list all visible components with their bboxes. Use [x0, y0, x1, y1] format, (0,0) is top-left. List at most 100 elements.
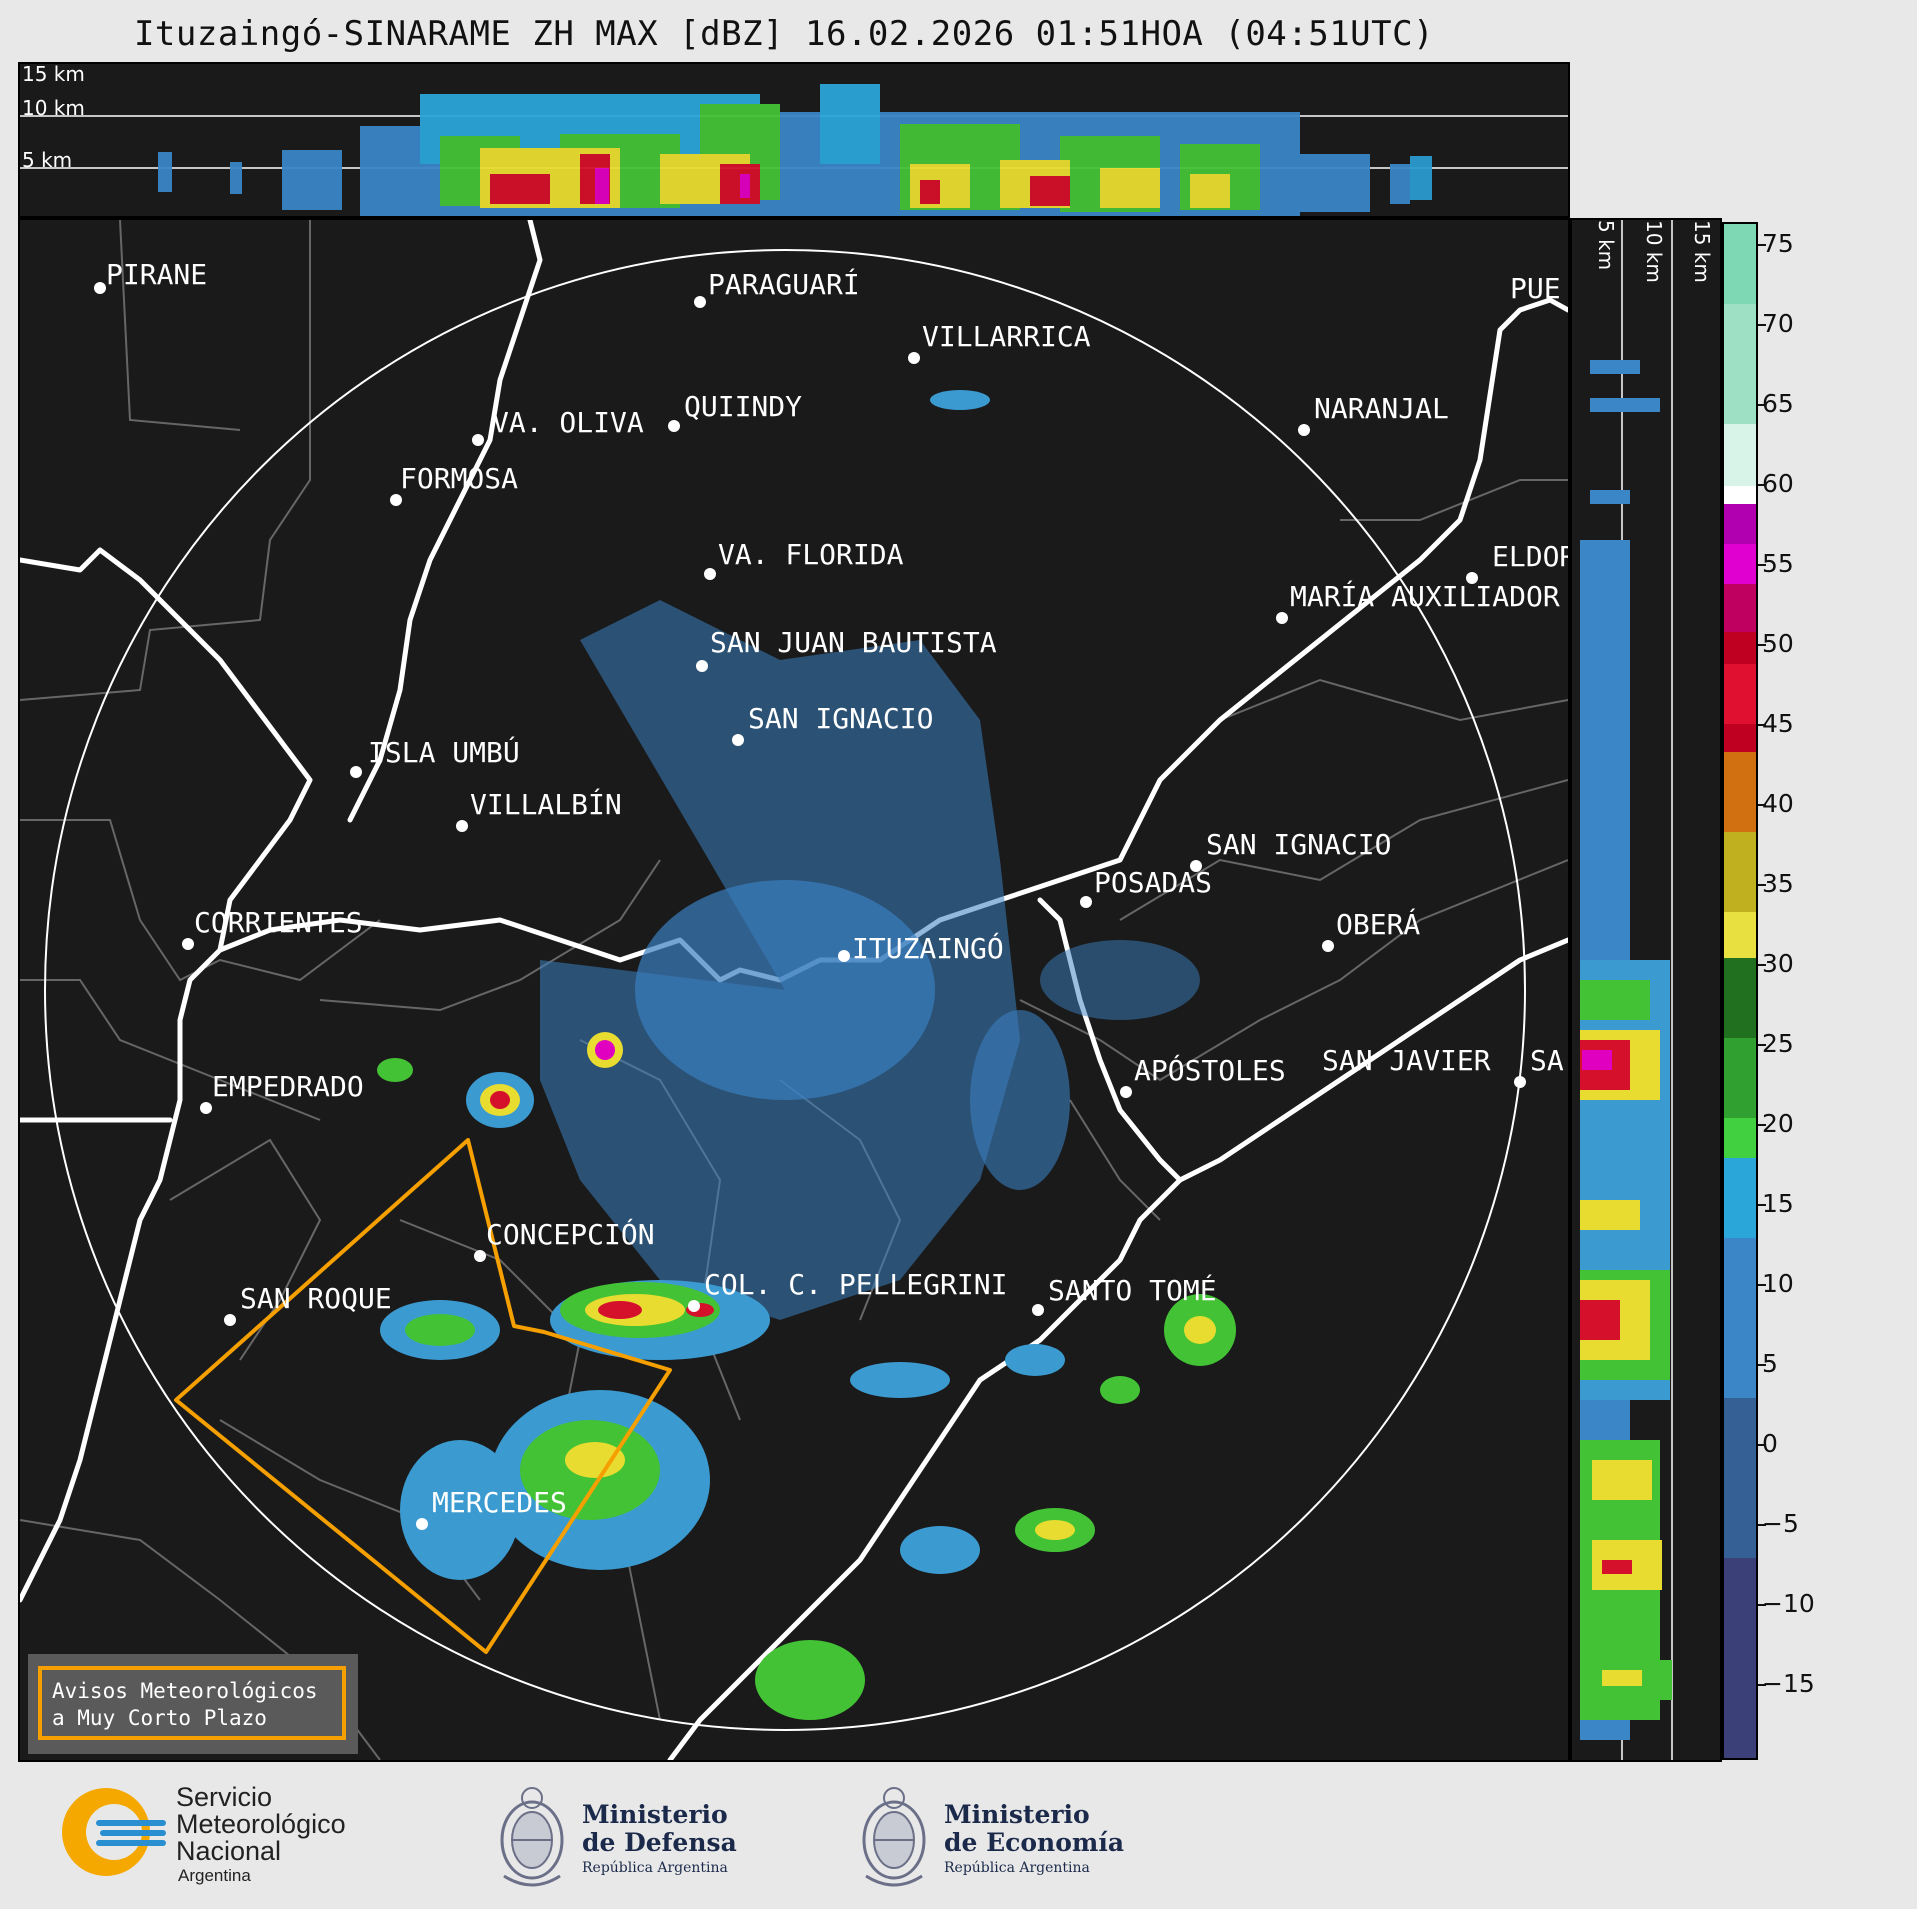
city-dot-san-roque	[224, 1314, 236, 1326]
cb-tickmark-65	[1758, 404, 1766, 406]
defensa-line-1: Ministerio	[582, 1800, 728, 1829]
smn-line-3: Nacional	[176, 1836, 282, 1866]
city-label-sa: SA	[1530, 1044, 1564, 1077]
cb-tick-minus15: −15	[1762, 1669, 1815, 1698]
side-alt-10km: 10 km	[1642, 220, 1666, 283]
city-dot-ituzaingo	[838, 950, 850, 962]
cb-tickmark-minus5	[1758, 1524, 1766, 1526]
legend-line-1: Avisos Meteorológicos	[52, 1679, 318, 1703]
city-label-san-ignacio-py: SAN IGNACIO	[748, 702, 934, 735]
radar-map: PIRANE PARAGUARÍ VILLARRICA QUIINDY VA. …	[18, 218, 1570, 1762]
city-dot-santo-tome	[1032, 1304, 1044, 1316]
city-dot-naranjal	[1298, 424, 1310, 436]
defensa-line-2: de Defensa	[582, 1828, 737, 1857]
cb-tick-55: 55	[1762, 549, 1794, 578]
city-dot-formosa	[390, 494, 402, 506]
top-altitude-profile: 15 km 10 km 5 km	[18, 62, 1570, 218]
city-label-posadas: POSADAS	[1094, 866, 1213, 899]
side-alt-15km: 15 km	[1690, 220, 1714, 283]
smn-line-4: Argentina	[178, 1866, 251, 1885]
city-label-pue: PUE	[1510, 272, 1561, 305]
city-dot-san-juan-bautista	[696, 660, 708, 672]
city-label-san-juan-bautista: SAN JUAN BAUTISTA	[710, 626, 997, 659]
cb-tickmark-50	[1758, 644, 1766, 646]
city-label-concepcion: CONCEPCIÓN	[486, 1218, 655, 1251]
coat-of-arms-icon	[862, 1787, 926, 1887]
cb-tick-minus10: −10	[1762, 1589, 1815, 1618]
cb-tickmark-75	[1758, 244, 1766, 246]
smn-logo: Servicio Meteorológico Nacional Argentin…	[56, 1782, 396, 1892]
cb-tickmark-45	[1758, 724, 1766, 726]
city-dot-maria-auxiliador	[1276, 612, 1288, 624]
economia-line-1: Ministerio	[944, 1800, 1090, 1829]
city-label-naranjal: NARANJAL	[1314, 392, 1449, 425]
city-dot-villalbin	[456, 820, 468, 832]
city-label-va-oliva: VA. OLIVA	[492, 406, 644, 439]
radar-title: Ituzaingó-SINARAME ZH MAX [dBZ] 16.02.20…	[133, 14, 1435, 54]
cb-tick-75: 75	[1762, 229, 1794, 258]
city-dot-posadas	[1080, 896, 1092, 908]
cb-tickmark-minus15	[1758, 1684, 1766, 1686]
city-label-villarrica: VILLARRICA	[922, 320, 1091, 353]
cb-tickmark-minus10	[1758, 1604, 1766, 1606]
economia-logo: Ministerio de Economía República Argenti…	[856, 1776, 1136, 1896]
city-dot-va-florida	[704, 568, 716, 580]
city-dot-corrientes	[182, 938, 194, 950]
cb-tick-40: 40	[1762, 789, 1794, 818]
map-geometry	[20, 220, 1568, 1760]
cb-tickmark-15	[1758, 1204, 1766, 1206]
city-dot-quiindy	[668, 420, 680, 432]
warning-legend: Avisos Meteorológicos a Muy Corto Plazo	[28, 1654, 358, 1754]
city-dot-concepcion	[474, 1250, 486, 1262]
cb-tick-35: 35	[1762, 869, 1794, 898]
city-dot-villarrica	[908, 352, 920, 364]
smn-line-1: Servicio	[176, 1782, 273, 1812]
city-dot-obera	[1322, 940, 1334, 952]
cb-tickmark-55	[1758, 564, 1766, 566]
cb-tickmark-20	[1758, 1124, 1766, 1126]
cb-tickmark-30	[1758, 964, 1766, 966]
dbz-colorbar	[1722, 222, 1758, 1760]
cb-tick-minus5: −5	[1762, 1509, 1799, 1538]
city-dot-col-c-pellegrini	[688, 1300, 700, 1312]
city-dot-va-oliva	[472, 434, 484, 446]
cb-tick-60: 60	[1762, 469, 1794, 498]
city-dot-pirane	[94, 282, 106, 294]
city-dot-san-ignacio-ar	[1190, 860, 1202, 872]
colorbar-gradient	[1724, 224, 1756, 1758]
cb-tick-5: 5	[1762, 1349, 1778, 1378]
city-label-maria-auxiliador: MARÍA AUXILIADOR	[1290, 580, 1560, 613]
side-alt-5km: 5 km	[1594, 220, 1618, 271]
city-dot-mercedes	[416, 1518, 428, 1530]
cb-tickmark-40	[1758, 804, 1766, 806]
cb-tick-45: 45	[1762, 709, 1794, 738]
city-label-apostoles: APÓSTOLES	[1134, 1054, 1286, 1087]
city-label-pirane: PIRANE	[106, 258, 208, 291]
cb-tick-20: 20	[1762, 1109, 1794, 1138]
top-alt-15km: 15 km	[22, 62, 85, 86]
city-label-san-ignacio-ar: SAN IGNACIO	[1206, 828, 1392, 861]
defensa-logo: Ministerio de Defensa República Argentin…	[494, 1776, 754, 1896]
city-dot-empedrado	[200, 1102, 212, 1114]
city-dot-sa	[1514, 1076, 1526, 1088]
city-dot-apostoles	[1120, 1086, 1132, 1098]
cb-tickmark-70	[1758, 324, 1766, 326]
cb-tickmark-10	[1758, 1284, 1766, 1286]
cb-tick-25: 25	[1762, 1029, 1794, 1058]
city-label-eldor: ELDOR	[1492, 540, 1570, 573]
side-altitude-profile: 5 km 10 km 15 km	[1570, 218, 1722, 1762]
city-dot-eldor	[1466, 572, 1478, 584]
city-label-empedrado: EMPEDRADO	[212, 1070, 364, 1103]
cb-tickmark-60	[1758, 484, 1766, 486]
cb-tickmark-35	[1758, 884, 1766, 886]
economia-line-2: de Economía	[944, 1828, 1125, 1857]
city-label-isla-umbu: ISLA UMBÚ	[368, 736, 520, 769]
city-label-mercedes: MERCEDES	[432, 1486, 567, 1519]
city-label-corrientes: CORRIENTES	[194, 906, 363, 939]
cb-tick-30: 30	[1762, 949, 1794, 978]
city-label-santo-tome: SANTO TOMÉ	[1048, 1274, 1217, 1307]
city-label-quiindy: QUIINDY	[684, 390, 803, 423]
side-profile-echoes	[1580, 220, 1673, 1760]
top-alt-10km: 10 km	[22, 96, 85, 120]
city-label-va-florida: VA. FLORIDA	[718, 538, 904, 571]
